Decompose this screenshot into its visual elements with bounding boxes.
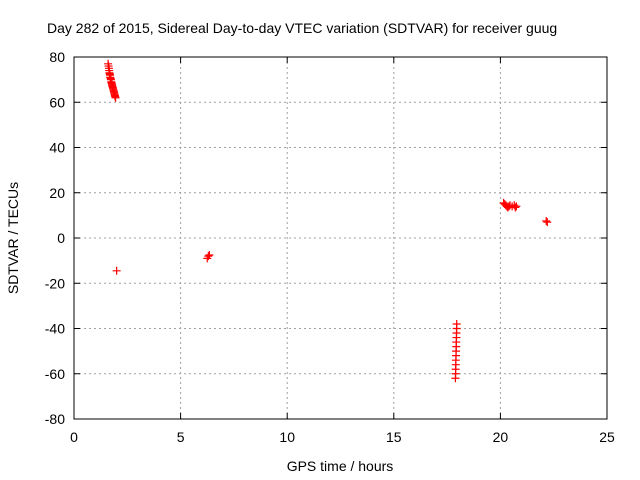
y-tick-label: -20 [45,275,65,291]
data-point-marker [204,252,213,261]
data-point-marker [542,217,551,226]
x-tick-label: 10 [279,429,295,445]
data-point-marker [112,266,121,275]
y-tick-label: 20 [49,185,65,201]
axis-ticks: 0 5 10 15 20 25 -80 -60 -40 -20 0 20 40 60 80 [45,49,615,445]
x-axis-title: GPS time / hours [287,458,394,474]
y-tick-label: -40 [45,321,65,337]
data-point-marker [451,374,460,383]
data-point-marker [543,218,552,227]
y-tick-label: -60 [45,366,65,382]
x-tick-label: 15 [386,429,402,445]
data-point-marker [111,93,120,102]
data-point-marker [205,250,214,259]
data-points [104,59,552,383]
y-axis-title: SDTVAR / TECUs [5,182,21,294]
data-point-marker [512,202,521,211]
x-tick-label: 20 [493,429,509,445]
y-tick-label: 40 [49,140,65,156]
chart-title: Day 282 of 2015, Sidereal Day-to-day VTE… [47,20,557,36]
x-tick-label: 25 [599,429,615,445]
data-point-marker [511,203,520,212]
y-tick-label: 0 [57,230,65,246]
x-tick-label: 5 [177,429,185,445]
x-tick-label: 0 [70,429,78,445]
y-tick-label: 80 [49,49,65,65]
y-tick-label: -80 [45,411,65,427]
grid-lines [74,57,607,419]
y-tick-label: 60 [49,94,65,110]
